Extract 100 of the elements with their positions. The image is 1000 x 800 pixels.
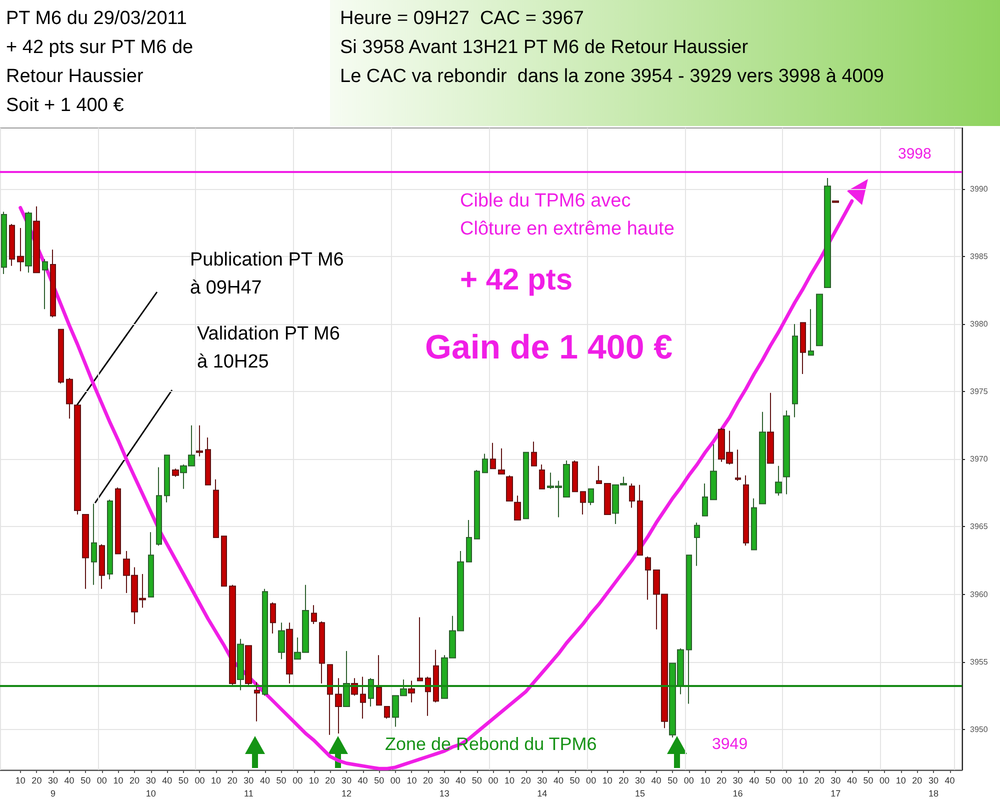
y-tick-label: 3970 [970,454,988,464]
annotation: Publication PT M6 à 09H47 [190,250,344,298]
x-tick-label: 10 [700,776,710,786]
x-tick-label: 00 [880,776,890,786]
chart-subtitle: Heure = 09H27 CAC = 3967 Si 3958 Avant 13H21 PT M6 de Retour Haussier Le CAC va rebondir dans la zone 3954 - 3929 vers 3998 à 4009 [330,0,1000,126]
candlestick [808,308,814,356]
candlestick [270,602,276,634]
y-tick-label: 3960 [970,590,988,599]
candlestick [343,650,350,707]
x-tick-label: 40 [553,776,564,786]
y-tick-label: 3990 [970,184,988,194]
candlestick [604,482,611,516]
candlestick [751,498,757,550]
candlestick [221,536,227,587]
candlestick [205,437,211,486]
x-tick-label: 10 [504,776,515,786]
candlestick [99,544,105,590]
candlestick [702,482,708,516]
x-tick-label: 40 [64,776,74,786]
candlestick [278,622,285,660]
candlestick [286,622,293,684]
y-tick-label: 3955 [970,657,988,666]
candlestick [792,323,798,418]
x-tick-label: 50 [765,776,776,786]
x-tick-label: 50 [863,776,874,786]
candlestick [50,249,56,318]
x-tick-label: 20 [423,776,434,786]
x-tick-label: 40 [260,776,270,786]
x-tick-label: 20 [227,776,238,786]
x-tick-label: 10 [896,776,906,786]
candlestick [408,680,415,703]
annotation: Validation PT M6 à 10H25 [197,324,340,372]
candlestick [17,228,24,272]
candlestick [498,448,505,475]
y-tick-label: 3950 [970,724,988,734]
x-tick-label: 20 [618,776,629,786]
annotation: + 42 pts [460,264,573,296]
x-tick-label: 50 [570,776,580,786]
candlestick [66,378,73,420]
candlestick [800,322,806,374]
x-tick-label: 50 [374,776,384,786]
y-tick-label: 3975 [970,387,988,396]
candlestick [775,465,782,496]
candlestick [164,454,170,503]
x-tick-label: 30 13 [439,776,450,798]
x-tick-label: 10 [15,776,26,786]
candlestick [115,487,121,554]
candlestick [824,178,831,288]
annotation: Zone de Rebond du TPM6 [385,734,597,754]
candlestick [213,478,219,538]
candlestick [816,294,823,346]
candlestick [710,444,717,500]
candlestick [327,664,333,736]
x-tick-label: 00 [684,776,694,786]
x-tick-label: 30 18 [928,776,938,798]
candlestick [91,503,97,586]
x-tick-label: 20 [716,776,727,786]
candlestick [417,616,423,682]
candlestick [156,466,162,546]
candlestick [514,495,521,520]
annotation: 3949 [712,736,748,753]
candlestick [172,468,179,478]
candlestick [433,649,439,703]
x-tick-label: 20 [130,776,140,786]
candlestick [384,706,390,720]
x-tick-label: 20 [325,776,336,786]
candlestick [319,620,325,684]
x-tick-label: 00 [488,776,498,786]
candlestick [58,328,64,384]
x-tick-label: 30 14 [537,776,548,798]
candlestick [33,206,40,274]
x-tick-label: 00 [782,776,792,786]
x-tick-label: 00 [96,776,107,786]
candlestick [466,519,472,562]
x-tick-label: 10 [211,776,222,786]
candlestick [523,452,529,520]
candlestick [783,410,790,495]
x-tick-label: 00 [586,776,596,786]
x-tick-label: 20 [912,776,922,786]
x-tick-label: 00 [390,776,400,786]
x-tick-label: 40 [162,776,172,786]
chart-title: PT M6 du 29/03/2011 + 42 pts sur PT M6 de Retour Haussier Soit + 1 400 € [6,7,194,118]
candlestick [572,460,578,492]
candlestick [229,584,236,686]
x-tick-label: 40 [358,776,368,786]
candlestick [759,411,766,504]
x-tick-label: 30 10 [146,776,156,798]
x-tick-label: 10 [798,776,808,786]
x-tick-label: 50 [472,776,482,786]
y-tick-label: 3965 [970,522,988,532]
candlestick [254,682,260,722]
candlestick [311,604,317,625]
annotation: 3998 [898,146,932,162]
candlestick [832,200,839,203]
candlestick [735,449,741,482]
x-tick-label: 00 [194,776,205,786]
candlestick [686,554,692,704]
candlestick [335,678,342,734]
candlestick [588,488,594,506]
x-tick-label: 50 [668,776,678,786]
